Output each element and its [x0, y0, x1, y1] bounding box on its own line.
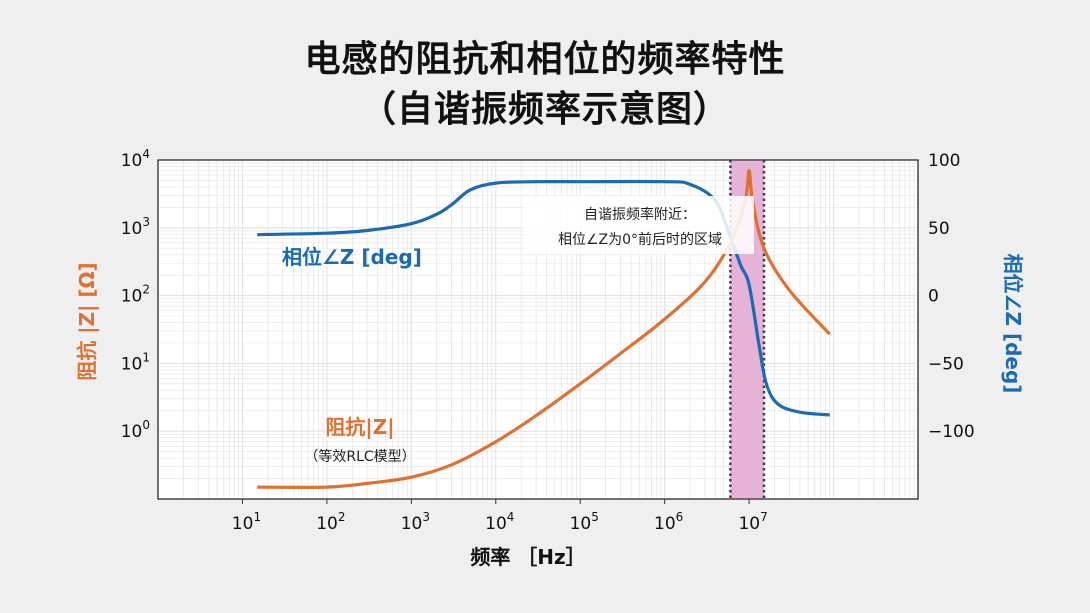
y-right-tick-label: 0: [928, 287, 939, 307]
x-tick-label: 103: [401, 510, 430, 534]
y-right-tick-label: −100: [928, 422, 975, 442]
phase-series-label: 相位∠Z [deg]: [282, 245, 422, 269]
plot-border: [157, 159, 919, 500]
x-tick-label: 102: [316, 510, 345, 534]
x-tick-label: 106: [654, 510, 683, 534]
y-left-axis-title: 阻抗 |Z| [Ω]: [75, 262, 99, 380]
chart-subtitle: （自谐振频率示意图）: [359, 89, 730, 130]
y-left-tick-label: 103: [121, 215, 150, 239]
impedance-series-sublabel: （等效RLC模型）: [304, 448, 415, 465]
tick-labels: 101 102 103 104 105 106 107 100 101 102 103 104 100 5…: [121, 147, 975, 534]
annotation-panel: [524, 196, 754, 254]
y-left-tick-label: 100: [121, 418, 150, 442]
chart-title: 电感的阻抗和相位的频率特性: [304, 39, 786, 80]
y-right-tick-label: −50: [928, 354, 964, 374]
y-left-tick-label: 104: [121, 147, 150, 171]
x-tick-label: 101: [232, 510, 261, 534]
x-tick-label: 104: [485, 510, 514, 534]
impedance-series-label: 阻抗|Z|: [325, 415, 394, 439]
x-tick-label: 105: [570, 510, 599, 534]
phase-line: [257, 179, 830, 417]
y-left-tick-label: 102: [121, 283, 150, 307]
y-right-tick-label: 50: [928, 219, 950, 239]
y-right-axis-title: 相位∠Z [deg]: [1001, 254, 1025, 394]
x-tick-label: 107: [738, 510, 767, 534]
annotations: 频率 ［Hz］ 阻抗 |Z| [Ω] 相位∠Z [deg] 相位∠Z [deg] 阻抗|…: [75, 196, 1025, 569]
y-left-tick-label: 101: [121, 350, 150, 374]
y-right-tick-label: 100: [928, 151, 960, 171]
x-axis-title: 频率 ［Hz］: [470, 545, 585, 569]
annotation-line1: 自谐振频率附近：: [584, 206, 696, 223]
annotation-line2: 相位∠Z为0°前后时的区域: [558, 231, 722, 248]
